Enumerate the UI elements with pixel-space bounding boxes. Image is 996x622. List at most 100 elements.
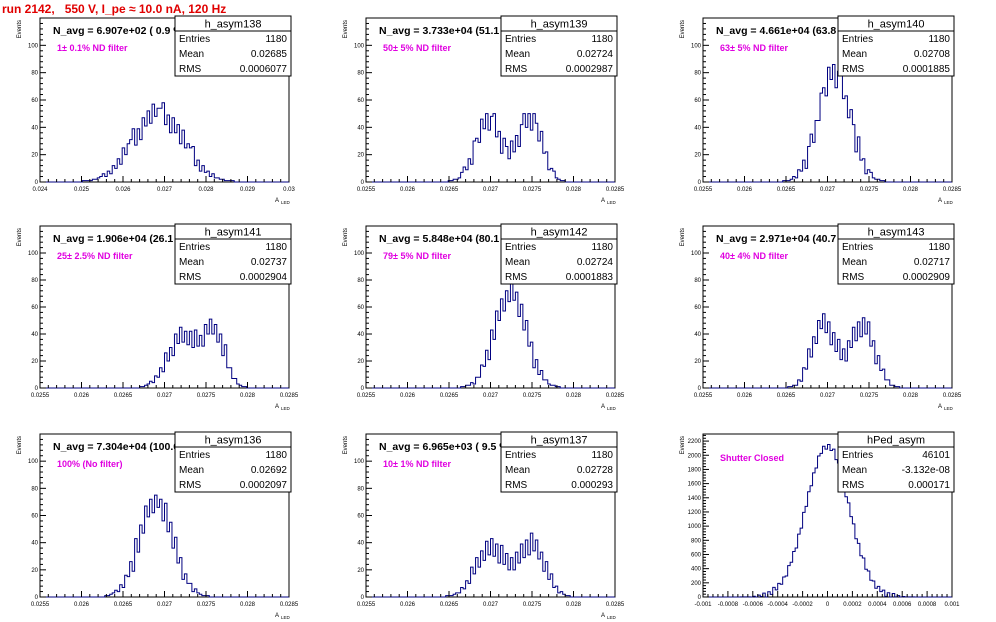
x-axis-title-main: A bbox=[275, 613, 279, 619]
y-tick-label: 0 bbox=[698, 595, 702, 601]
y-tick-label: 100 bbox=[28, 251, 39, 257]
stats-key: RMS bbox=[179, 272, 202, 283]
x-axis-title-sub: LED bbox=[607, 615, 617, 620]
stats-box bbox=[174, 223, 292, 285]
stats-value: 1180 bbox=[265, 242, 287, 253]
y-tick-label: 60 bbox=[31, 305, 38, 311]
histogram-line bbox=[40, 102, 289, 183]
headline-label: N_avg = 1.906e+04 (26.1 %) bbox=[53, 233, 189, 245]
y-tick-label: 20 bbox=[694, 153, 701, 159]
y-tick-label: 800 bbox=[691, 538, 702, 544]
x-tick-label: 0.0265 bbox=[440, 393, 459, 399]
histogram-panel-hPed_asym: -0.001 -0.0008 -0.0006 -0.0004 -0.0002 0 0.000… bbox=[680, 431, 960, 608]
y-axis-title: Events bbox=[17, 436, 23, 454]
stats-value: 0.0001883 bbox=[566, 272, 614, 283]
stats-title: h_asym138 bbox=[205, 19, 262, 31]
stats-value: 0.02737 bbox=[251, 257, 288, 268]
stats-value: 46101 bbox=[922, 450, 950, 461]
y-tick-label: 100 bbox=[691, 43, 702, 49]
x-axis-title-sub: LED bbox=[281, 615, 291, 620]
x-tick-label: 0.026 bbox=[737, 187, 753, 193]
stats-value: 0.0002904 bbox=[240, 272, 288, 283]
stats-key: Mean bbox=[505, 257, 530, 268]
x-tick-label: -0.0006 bbox=[743, 602, 764, 608]
stats-key: Mean bbox=[179, 49, 204, 60]
y-tick-label: 80 bbox=[694, 278, 701, 284]
x-axis-title: A LED bbox=[275, 404, 291, 411]
x-tick-label: 0.0008 bbox=[918, 602, 937, 608]
x-tick-label: 0.0275 bbox=[197, 393, 216, 399]
x-tick-label: 0.0255 bbox=[357, 602, 376, 608]
x-axis-title-sub: LED bbox=[281, 200, 291, 205]
headline-label: N_avg = 6.965e+03 ( 9.5 %) bbox=[379, 441, 512, 453]
y-tick-label: 0 bbox=[35, 386, 39, 392]
x-tick-label: 0.026 bbox=[400, 393, 416, 399]
x-tick-label: 0.027 bbox=[157, 602, 173, 608]
filter-note: 50± 5% ND filter bbox=[383, 43, 451, 53]
y-tick-label: 1000 bbox=[688, 524, 702, 530]
y-tick-label: 0 bbox=[35, 595, 39, 601]
x-tick-label: 0.0255 bbox=[357, 393, 376, 399]
x-tick-label: 0 bbox=[826, 602, 830, 608]
stats-value: 0.000293 bbox=[571, 480, 613, 491]
stats-key: Entries bbox=[842, 450, 873, 461]
histogram-panel-h_asym138: 0.024 0.025 0.026 0.027 0.028 0.029 0.03 0 20 40 6… bbox=[17, 15, 295, 205]
stats-key: Entries bbox=[179, 450, 210, 461]
stats-box bbox=[837, 15, 955, 77]
histogram-panel-h_asym141: 0.0255 0.026 0.0265 0.027 0.0275 0.028 0.0285 0… bbox=[17, 223, 299, 411]
x-axis-title-sub: LED bbox=[944, 200, 954, 205]
stats-value: 0.02724 bbox=[577, 257, 614, 268]
x-tick-label: 0.027 bbox=[483, 393, 499, 399]
y-tick-label: 80 bbox=[694, 71, 701, 77]
stats-value: 0.0001885 bbox=[903, 64, 951, 75]
y-tick-label: 0 bbox=[361, 180, 365, 186]
stats-value: -3.132e-08 bbox=[902, 465, 951, 476]
y-tick-label: 100 bbox=[354, 43, 365, 49]
y-tick-label: 80 bbox=[357, 486, 364, 492]
x-tick-label: 0.026 bbox=[400, 187, 416, 193]
x-tick-label: 0.027 bbox=[483, 187, 499, 193]
stats-key: RMS bbox=[505, 272, 528, 283]
stats-value: 0.02692 bbox=[251, 465, 288, 476]
y-tick-label: 40 bbox=[357, 332, 364, 338]
stats-value: 0.02685 bbox=[251, 49, 288, 60]
stats-box bbox=[174, 431, 292, 493]
x-axis-title-sub: LED bbox=[607, 200, 617, 205]
stats-title: hPed_asym bbox=[867, 435, 925, 447]
y-tick-label: 40 bbox=[357, 125, 364, 131]
y-tick-label: 80 bbox=[357, 71, 364, 77]
headline-label: N_avg = 2.971e+04 (40.7 %) bbox=[716, 233, 852, 245]
x-axis-title-sub: LED bbox=[944, 406, 954, 411]
stats-value: 0.0002909 bbox=[903, 272, 951, 283]
y-tick-label: 100 bbox=[28, 459, 39, 465]
x-tick-label: 0.024 bbox=[32, 187, 48, 193]
x-axis-title-main: A bbox=[601, 198, 605, 204]
x-axis-title-main: A bbox=[938, 198, 942, 204]
stats-value: 0.0006077 bbox=[240, 64, 288, 75]
filter-note: Shutter Closed bbox=[720, 453, 784, 463]
stats-title: h_asym143 bbox=[868, 227, 925, 239]
y-tick-label: 20 bbox=[357, 568, 364, 574]
stats-key: Entries bbox=[505, 242, 536, 253]
y-tick-label: 1600 bbox=[688, 482, 702, 488]
y-tick-label: 100 bbox=[691, 251, 702, 257]
histogram-panel-h_asym136: 0.0255 0.026 0.0265 0.027 0.0275 0.028 0.0285 0… bbox=[17, 431, 299, 620]
y-tick-label: 40 bbox=[694, 125, 701, 131]
x-tick-label: 0.0285 bbox=[280, 393, 299, 399]
x-tick-label: 0.028 bbox=[903, 393, 919, 399]
x-axis-title-main: A bbox=[938, 404, 942, 410]
x-tick-label: 0.001 bbox=[944, 602, 960, 608]
y-axis-title: Events bbox=[17, 228, 23, 246]
stats-key: Mean bbox=[179, 465, 204, 476]
x-axis-title-sub: LED bbox=[607, 406, 617, 411]
y-tick-label: 20 bbox=[694, 359, 701, 365]
stats-value: 1180 bbox=[265, 450, 287, 461]
x-tick-label: 0.027 bbox=[157, 393, 173, 399]
filter-note: 79± 5% ND filter bbox=[383, 251, 451, 261]
y-tick-label: 60 bbox=[694, 98, 701, 104]
y-tick-label: 40 bbox=[357, 541, 364, 547]
y-tick-label: 60 bbox=[357, 98, 364, 104]
y-tick-label: 200 bbox=[691, 581, 702, 587]
x-axis-title: A LED bbox=[601, 198, 617, 205]
y-tick-label: 100 bbox=[354, 459, 365, 465]
